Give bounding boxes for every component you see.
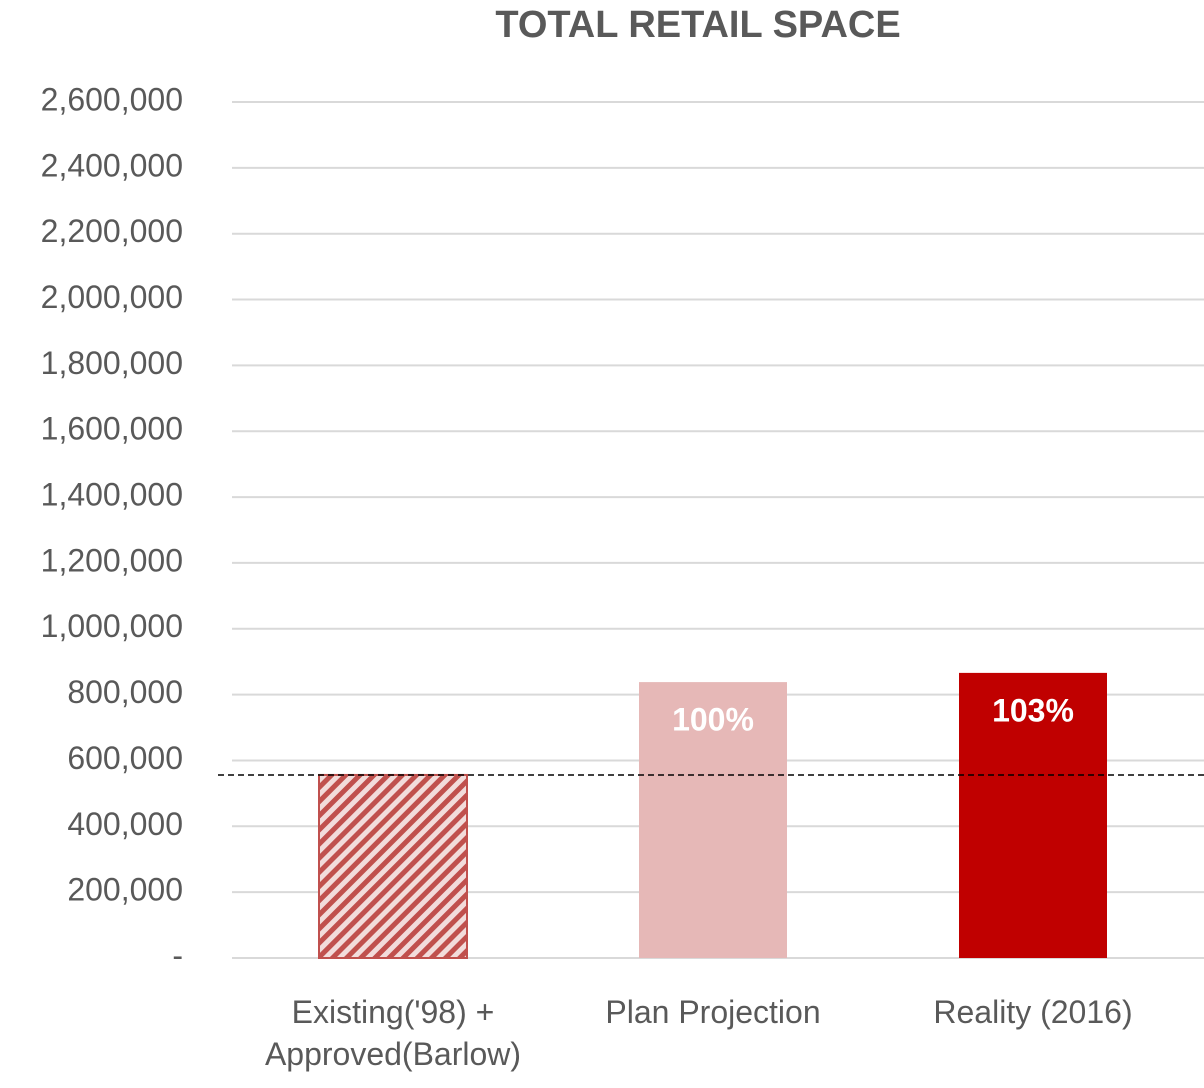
x-tick-label: Existing('98) + Approved(Barlow) [264,994,522,1072]
y-tick-label: 600,000 [67,740,183,776]
y-tick-label: 2,200,000 [41,213,183,249]
bar [959,672,1107,958]
y-tick-label: 1,200,000 [41,542,183,578]
y-tick-label: 1,000,000 [41,608,183,644]
x-tick-label: Plan Projection [605,994,821,1030]
y-tick-label: 1,400,000 [41,477,183,513]
y-tick-label: 2,600,000 [41,81,183,117]
y-tick-label: 800,000 [67,674,183,710]
y-tick-label: - [172,937,183,973]
y-tick-label: 200,000 [67,872,183,908]
y-tick-label: 1,600,000 [41,411,183,447]
y-tick-label: 2,000,000 [41,279,183,315]
chart-title: TOTAL RETAIL SPACE [495,4,900,46]
bar-label: 103% [992,692,1074,728]
y-tick-label: 400,000 [67,806,183,842]
x-tick-label: Reality (2016) [933,994,1133,1030]
y-tick-label: 1,800,000 [41,345,183,381]
y-tick-label: 2,400,000 [41,147,183,183]
bar [639,682,787,958]
bar [318,773,468,959]
bar-label: 100% [672,702,754,738]
